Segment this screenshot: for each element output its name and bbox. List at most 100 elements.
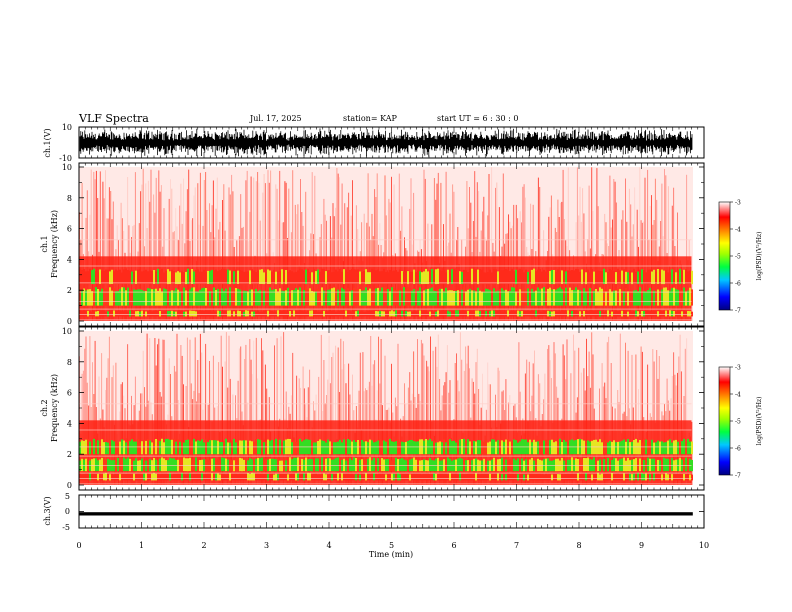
spectrogram-band-cell xyxy=(525,291,527,306)
ch2-frequency-label: Frequency (kHz) xyxy=(50,374,59,442)
spectrogram-band-cell xyxy=(339,457,341,472)
spectrogram-band-cell xyxy=(529,288,531,306)
spectrogram-band-cell xyxy=(217,440,219,455)
spectrogram-band-cell xyxy=(587,269,589,284)
spectrogram-band-cell xyxy=(237,288,239,306)
spectrogram-band-cell xyxy=(227,269,229,284)
spectrogram-band-cell xyxy=(555,272,557,284)
spectrogram-band-cell xyxy=(219,289,221,306)
spectrogram-band-cell xyxy=(555,311,557,317)
spectrogram-band-cell xyxy=(379,271,381,285)
spectrogram-band-cell xyxy=(671,457,673,472)
spectrogram-band-cell xyxy=(625,473,627,481)
spectrogram-band-cell xyxy=(619,474,621,481)
spectrogram-band-cell xyxy=(163,288,165,306)
spectrogram-band-cell xyxy=(317,474,319,481)
ch2-spectrogram-ticks xyxy=(78,327,705,490)
spectrogram-band-cell xyxy=(119,269,121,285)
spectrogram-band-cell xyxy=(301,311,303,317)
spectrogram-band-cell xyxy=(319,271,321,284)
spectrogram-band-cell xyxy=(679,310,681,317)
spectrogram-band-cell xyxy=(675,289,677,306)
spectrogram-band-cell xyxy=(413,441,415,455)
spectrogram-band-cell xyxy=(545,271,547,284)
spectrogram-band-cell xyxy=(267,474,269,481)
spectrogram-band-cell xyxy=(151,311,153,317)
spectrogram-band-cell xyxy=(453,473,455,481)
spectrogram-band-cell xyxy=(199,441,201,455)
spectrogram-band-cell xyxy=(639,269,641,285)
spectrogram-band-cell xyxy=(473,269,475,284)
spectrogram-band-cell xyxy=(289,270,291,285)
spectrogram-band-cell xyxy=(541,311,543,317)
spectrogram-band-cell xyxy=(357,288,359,306)
spectrogram-band-cell xyxy=(507,269,509,284)
spectrogram-band-cell xyxy=(617,288,619,306)
spectrogram-band-cell xyxy=(495,441,497,455)
spectrogram-band-cell xyxy=(493,474,495,481)
spectrogram-band-cell xyxy=(515,311,517,317)
spectrogram-band-cell xyxy=(111,269,113,284)
spectrogram-band-cell xyxy=(459,290,461,306)
spectrogram-band-cell xyxy=(389,270,391,285)
spectrogram-band-cell xyxy=(99,441,101,455)
spectrogram-band-cell xyxy=(651,473,653,481)
spectrogram-band-cell xyxy=(651,290,653,306)
spectrogram-band-cell xyxy=(651,271,653,284)
spectrogram-band-cell xyxy=(193,473,195,481)
spectrogram-striation xyxy=(274,345,275,485)
spectrogram-band-cell xyxy=(179,441,181,455)
spectrogram-band-cell xyxy=(325,474,327,481)
spectrogram-band-cell xyxy=(391,271,393,284)
spectrogram-band-cell xyxy=(655,271,657,284)
spectrogram-band-cell xyxy=(113,310,115,317)
spectrogram-striation xyxy=(162,339,164,485)
spectrogram-band-cell xyxy=(183,272,185,284)
spectrogram-band-cell xyxy=(115,291,117,306)
spectrogram-band-cell xyxy=(395,310,397,317)
spectrogram-striation xyxy=(352,180,353,321)
colorbar-tick-label: -4 xyxy=(735,227,741,234)
spectrogram-band-cell xyxy=(311,310,313,317)
spectrogram-band-cell xyxy=(391,441,393,455)
spectrogram-band-cell xyxy=(455,473,457,481)
spectrogram-band-cell xyxy=(297,473,299,481)
spectrogram-band-cell xyxy=(189,473,191,481)
spectrogram-band-cell xyxy=(343,458,345,472)
spectrogram-band-cell xyxy=(523,474,525,481)
spectrogram-band-cell xyxy=(509,311,511,317)
spectrogram-band-cell xyxy=(491,272,493,285)
spectrogram-striation xyxy=(433,178,435,321)
spectrogram-band-cell xyxy=(409,474,411,481)
spectrogram-band-cell xyxy=(479,269,481,284)
spectrogram-band-cell xyxy=(133,460,135,472)
spectrogram-band-cell xyxy=(149,270,151,285)
spectrogram-band-cell xyxy=(353,269,355,285)
spectrogram-band-cell xyxy=(605,458,607,472)
spectrogram-band-cell xyxy=(671,310,673,317)
spectrogram-band-cell xyxy=(513,287,515,306)
spectrogram-striation xyxy=(163,339,165,485)
spectrogram-narrowband-line xyxy=(79,265,692,267)
spectrogram-striation xyxy=(374,189,376,321)
spectrogram-striation xyxy=(336,168,338,321)
spectrogram-band-cell xyxy=(145,473,147,481)
spectrogram-striation xyxy=(171,188,173,321)
spectrogram-striation xyxy=(231,174,233,321)
spectrogram-band-cell xyxy=(617,460,619,472)
colorbar-tick-label: -5 xyxy=(735,419,741,426)
spectrogram-band-cell xyxy=(81,458,83,472)
spectrogram-striation xyxy=(183,178,184,321)
spectrogram-band-cell xyxy=(367,442,369,455)
spectrogram-band-cell xyxy=(537,269,539,284)
spectrogram-striation xyxy=(240,346,242,485)
spectrogram-band-cell xyxy=(631,441,633,455)
spectrogram-band-cell xyxy=(135,270,137,284)
spectrogram-band-cell xyxy=(399,441,401,455)
spectrogram-band-cell xyxy=(573,289,575,306)
spectrogram-band-cell xyxy=(143,270,145,285)
spectrogram-band-cell xyxy=(253,289,255,306)
spectrogram-band-cell xyxy=(607,289,609,306)
spectrogram-striation xyxy=(661,183,663,321)
